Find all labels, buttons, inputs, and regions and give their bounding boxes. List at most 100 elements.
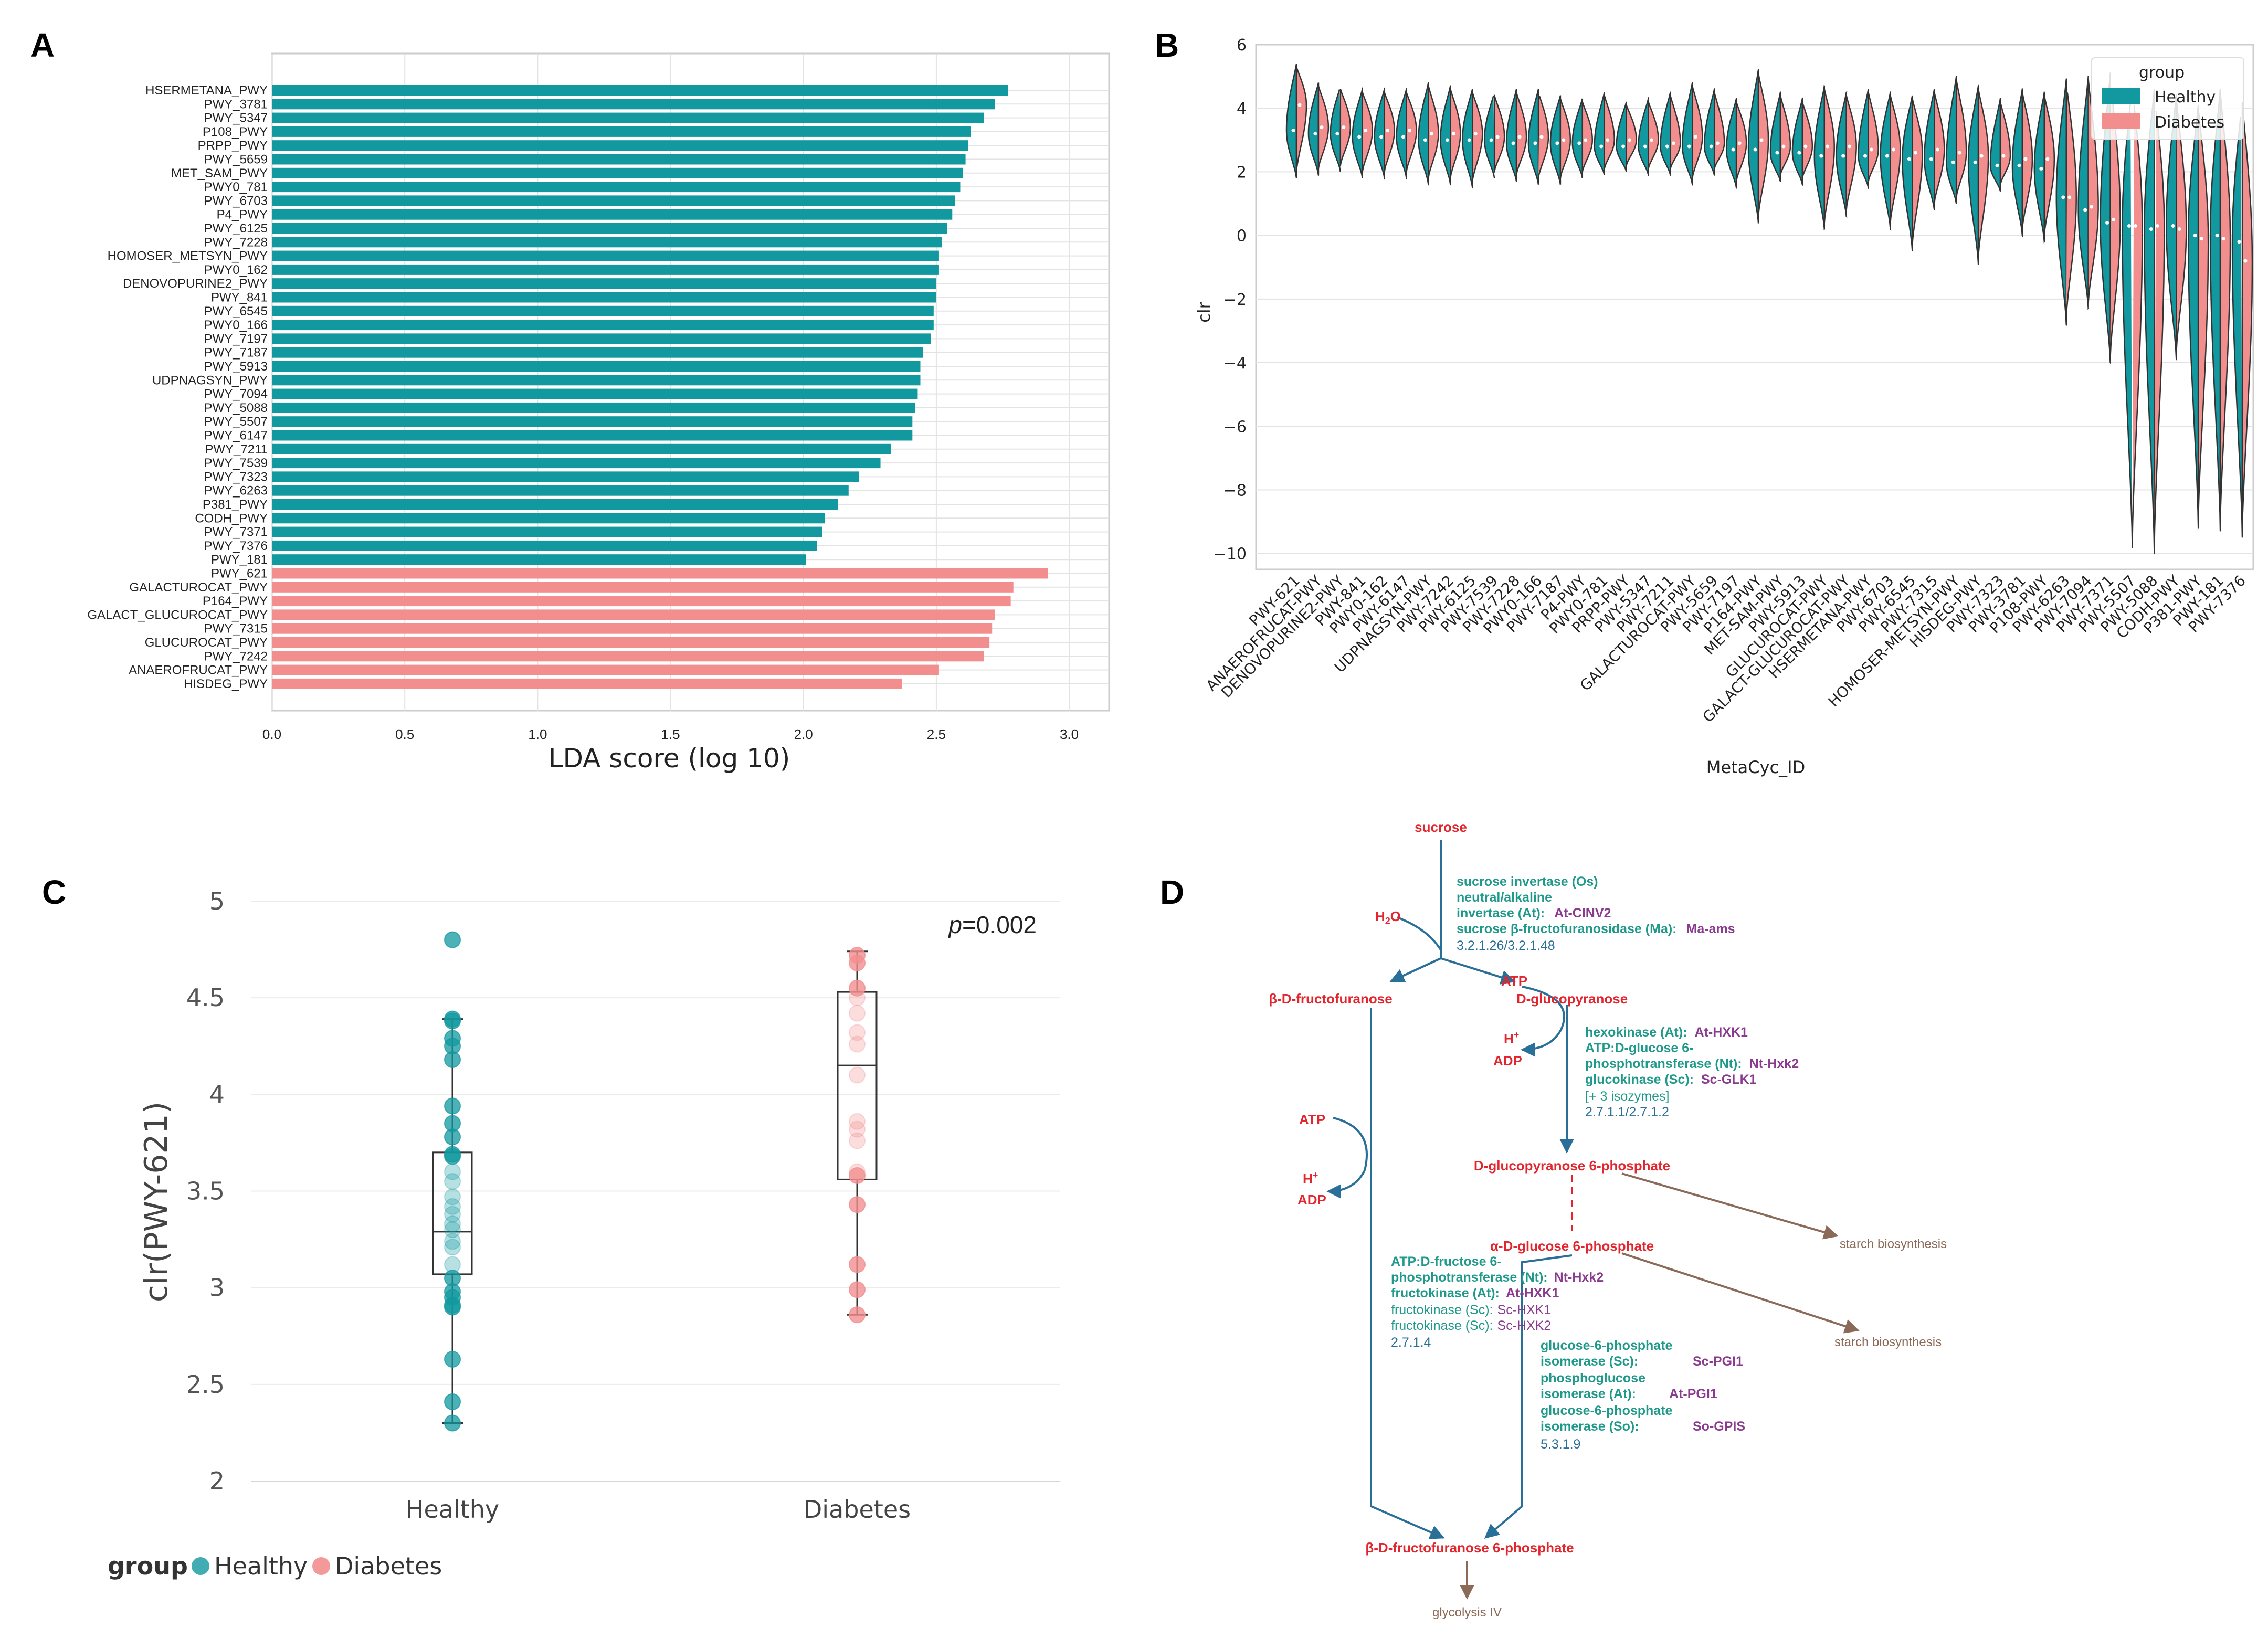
panel-b-legend: group Healthy Diabetes (2091, 57, 2244, 140)
panel-b-median-healthy (1907, 157, 1911, 161)
panel-a-category-label: PWY_5659 (204, 153, 268, 167)
arrow-atp-curve-1 (1522, 986, 1565, 1029)
panel-c-y-tick: 2 (209, 1467, 225, 1495)
panel-a-bar (272, 388, 918, 399)
enzyme3-gene-d: Sc-HXK1 (1497, 1303, 1552, 1317)
compound-hplus-2: H+ (1303, 1170, 1318, 1187)
arrow-h2o-curve (1397, 916, 1442, 951)
compound-f6p: β-D-fructofuranose 6-phosphate (1365, 1540, 1574, 1556)
panel-b-violin-healthy (1769, 91, 1781, 183)
panel-a-bar (272, 333, 931, 344)
panel-b-median-diabetes (1584, 138, 1588, 142)
panel-b-median-healthy (1445, 138, 1449, 142)
enzyme4-line-b: isomerase (Sc): (1541, 1354, 1638, 1369)
panel-b-violin-healthy (1989, 97, 2001, 192)
panel-c-point-healthy (444, 1206, 461, 1223)
panel-c-point-diabetes (849, 1132, 866, 1149)
panel-a-bar (272, 154, 966, 165)
panel-a-bar (272, 485, 849, 496)
enzyme4-gene-d: At-PGI1 (1669, 1387, 1717, 1401)
panel-b-median-diabetes (1386, 129, 1390, 133)
panel-b-median-diabetes (2001, 154, 2006, 158)
arrow-to-starch-1 (1621, 1172, 1839, 1240)
panel-b-median-healthy (1951, 160, 1955, 164)
enzyme2-gene-c: Nt-Hxk2 (1749, 1056, 1799, 1071)
panel-c-point-diabetes (849, 989, 866, 1007)
panel-a-bar (272, 250, 939, 261)
panel-a-category-label: PWY_7187 (204, 346, 268, 360)
panel-c-point-diabetes (849, 1120, 866, 1138)
panel-b-median-diabetes (1957, 151, 1961, 155)
panel-c-points (444, 931, 866, 1432)
enzyme2-line-a: hexokinase (At): At-HXK1 (1585, 1025, 1748, 1040)
panel-b-median-healthy (2039, 166, 2043, 171)
panel-b-violins (1285, 64, 2253, 554)
panel-b-violin-diabetes (1977, 89, 1989, 258)
pathway-starch-2: starch biosynthesis (1834, 1335, 1942, 1349)
panel-c-point-healthy (444, 1215, 461, 1233)
panel-a-bar (272, 623, 993, 634)
panel-b-median-diabetes (1408, 129, 1412, 133)
panel-b-violin-diabetes (1383, 91, 1395, 174)
panel-a-lda-bar-chart: HSERMETANA_PWYPWY_3781PWY_5347P108_PWYPR… (87, 52, 1110, 774)
panel-c-point-healthy (444, 1163, 461, 1180)
panel-a-category-label: DENOVOPURINE2_PWY (123, 277, 268, 291)
panel-b-legend-label-diabetes: Diabetes (2155, 113, 2224, 132)
panel-a-category-label: HSERMETANA_PWY (145, 83, 268, 98)
panel-c-y-tick: 4 (209, 1080, 225, 1108)
panel-c-point-healthy (444, 1097, 461, 1115)
panel-a-bar (272, 347, 923, 358)
panel-c-point-healthy (444, 1148, 461, 1165)
panel-b-legend-swatch-diabetes (2102, 113, 2140, 129)
panel-b-violin-diabetes (1559, 97, 1571, 179)
panel-b-violin-diabetes (1955, 79, 1967, 199)
panel-a-bar (272, 223, 947, 234)
panel-b-x-tick: ANAEROFRUCAT-PWY (1202, 572, 1325, 694)
panel-c-point-diabetes (849, 1196, 866, 1213)
panel-b-median-healthy (1929, 157, 1933, 161)
panel-b-violin-healthy (1725, 97, 1737, 189)
panel-a-category-label: PWY_181 (211, 553, 268, 567)
panel-a-bar (272, 305, 934, 316)
panel-c-y-tick: 4.5 (186, 984, 225, 1012)
enzyme3-line-a: ATP:D-fructose 6- (1391, 1254, 1502, 1269)
panel-a-category-label: PWY_3781 (204, 97, 268, 111)
panel-b-median-healthy (1643, 144, 1648, 149)
panel-b-violin-diabetes (1845, 93, 1857, 212)
panel-b-violin-diabetes (1779, 94, 1791, 176)
panel-b-violin-diabetes (1670, 93, 1681, 170)
panel-a-bar (272, 637, 990, 648)
enzyme3-line-d: fructokinase (Sc): Sc-HXK1 (1391, 1303, 1551, 1317)
panel-b-median-healthy (1291, 129, 1295, 133)
panel-b-median-healthy (1313, 132, 1317, 136)
panel-a-category-labels: HSERMETANA_PWYPWY_3781PWY_5347P108_PWYPR… (87, 83, 268, 691)
panel-b-violin-healthy (1527, 89, 1539, 185)
panel-a-bar (272, 596, 1011, 607)
panel-b-median-diabetes (1429, 132, 1433, 136)
panel-b-violin-diabetes (2087, 78, 2099, 303)
panel-a-bar (272, 264, 939, 275)
panel-label-c: C (42, 873, 66, 911)
panel-b-median-diabetes (1539, 135, 1544, 139)
enzyme3-ec: 2.7.1.4 (1391, 1335, 1431, 1350)
panel-b-violin-diabetes (1295, 66, 1307, 172)
enzyme3-line-c-text: fructokinase (At): (1391, 1286, 1500, 1301)
panel-a-category-label: PWY0_166 (204, 318, 268, 332)
enzyme4-line-f: isomerase (So): (1541, 1419, 1639, 1434)
compound-hplus-2-h: H (1303, 1171, 1313, 1187)
panel-c-point-healthy (444, 1221, 461, 1239)
panel-b-median-healthy (2017, 163, 2021, 167)
panel-c-p-symbol: p (947, 911, 962, 938)
panel-c-point-diabetes (849, 979, 866, 997)
panel-b-median-diabetes (1826, 144, 1830, 149)
compound-glucopyranose: D-glucopyranose (1516, 991, 1628, 1007)
panel-a-x-axis-label: LDA score (log 10) (548, 743, 790, 774)
panel-b-violin-diabetes (1604, 95, 1615, 169)
panel-b-median-diabetes (1781, 144, 1786, 149)
panel-b-violin-healthy (1285, 64, 1297, 178)
enzyme4-line-e: glucose-6-phosphate (1541, 1403, 1673, 1418)
panel-b-violin-chart: 6 4 2 0 −2 −4 −6 −8 −10 PWY-621ANAEROFRUCAT-PWYD… (1194, 36, 2254, 777)
panel-b-median-diabetes (1671, 141, 1675, 145)
panel-a-bar (272, 237, 942, 248)
panel-b-violin-healthy (2187, 104, 2199, 530)
